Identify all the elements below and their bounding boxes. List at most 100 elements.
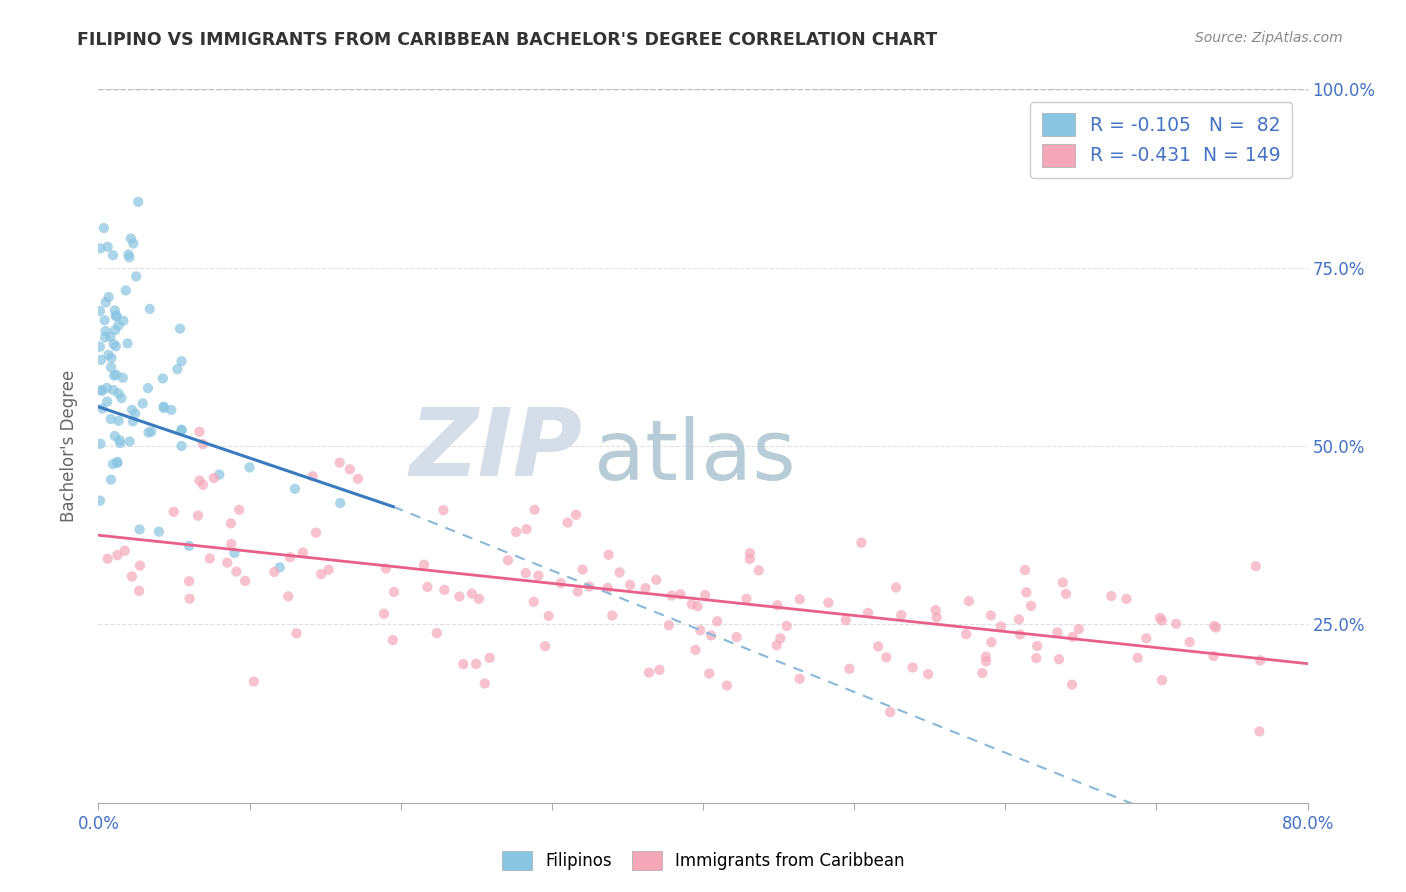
- Point: [1008, 627, 1031, 641]
- Point: [225, 565, 247, 579]
- Point: [163, 505, 186, 519]
- Point: [433, 582, 456, 597]
- Point: [139, 301, 162, 316]
- Point: [160, 403, 183, 417]
- Point: [856, 606, 879, 620]
- Point: [100, 412, 122, 426]
- Point: [571, 563, 593, 577]
- Point: [217, 556, 239, 570]
- Point: [413, 558, 436, 572]
- Point: [138, 425, 160, 440]
- Point: [980, 635, 1002, 649]
- Point: [600, 608, 623, 623]
- Point: [1249, 724, 1271, 739]
- Point: [1249, 653, 1271, 667]
- Point: [118, 434, 141, 449]
- Point: [329, 496, 352, 510]
- Point: [1150, 673, 1173, 688]
- Point: [132, 396, 155, 410]
- Point: [868, 640, 890, 654]
- Point: [103, 368, 125, 383]
- Point: [127, 194, 149, 209]
- Point: [329, 456, 352, 470]
- Point: [347, 472, 370, 486]
- Point: [96, 394, 118, 409]
- Point: [104, 429, 127, 443]
- Point: [90, 384, 112, 398]
- Point: [114, 543, 136, 558]
- Point: [1202, 619, 1225, 633]
- Point: [449, 590, 471, 604]
- Point: [550, 576, 572, 591]
- Point: [681, 597, 703, 611]
- Point: [955, 627, 977, 641]
- Point: [89, 493, 111, 508]
- Point: [301, 469, 323, 483]
- Point: [686, 599, 709, 614]
- Point: [567, 584, 589, 599]
- Point: [89, 340, 111, 354]
- Point: [716, 678, 738, 692]
- Point: [108, 433, 131, 447]
- Point: [901, 660, 924, 674]
- Point: [1025, 651, 1047, 665]
- Point: [114, 284, 136, 298]
- Point: [136, 381, 159, 395]
- Point: [122, 414, 145, 428]
- Point: [179, 539, 201, 553]
- Text: FILIPINO VS IMMIGRANTS FROM CARIBBEAN BACHELOR'S DEGREE CORRELATION CHART: FILIPINO VS IMMIGRANTS FROM CARIBBEAN BA…: [77, 31, 938, 49]
- Point: [104, 309, 127, 323]
- Text: atlas: atlas: [595, 417, 796, 497]
- Point: [121, 403, 143, 417]
- Point: [505, 524, 527, 539]
- Point: [1149, 611, 1171, 625]
- Point: [776, 619, 799, 633]
- Point: [765, 638, 787, 652]
- Point: [179, 574, 201, 589]
- Point: [93, 313, 115, 327]
- Point: [305, 525, 328, 540]
- Point: [700, 628, 723, 642]
- Point: [124, 407, 146, 421]
- Point: [89, 304, 111, 318]
- Point: [748, 563, 770, 577]
- Point: [1060, 678, 1083, 692]
- Point: [239, 460, 262, 475]
- Point: [374, 561, 396, 575]
- Point: [972, 666, 994, 681]
- Point: [170, 439, 193, 453]
- Point: [318, 563, 340, 577]
- Point: [94, 324, 117, 338]
- Point: [141, 425, 163, 439]
- Y-axis label: Bachelor's Degree: Bachelor's Degree: [59, 370, 77, 522]
- Point: [170, 423, 193, 437]
- Point: [738, 546, 761, 560]
- Point: [100, 360, 122, 375]
- Point: [125, 269, 148, 284]
- Point: [118, 251, 141, 265]
- Point: [634, 581, 657, 595]
- Point: [523, 595, 546, 609]
- Point: [170, 354, 193, 368]
- Point: [233, 574, 256, 588]
- Point: [648, 663, 671, 677]
- Point: [381, 633, 404, 648]
- Point: [1008, 612, 1031, 626]
- Point: [875, 650, 897, 665]
- Point: [97, 348, 120, 362]
- Point: [851, 535, 873, 549]
- Point: [619, 578, 641, 592]
- Point: [166, 362, 188, 376]
- Point: [152, 400, 174, 414]
- Point: [1115, 591, 1137, 606]
- Point: [1047, 652, 1070, 666]
- Point: [91, 384, 114, 398]
- Point: [685, 643, 707, 657]
- Point: [188, 474, 211, 488]
- Point: [103, 383, 125, 397]
- Point: [103, 337, 125, 351]
- Point: [1205, 620, 1227, 634]
- Point: [97, 240, 120, 254]
- Point: [121, 569, 143, 583]
- Point: [1019, 599, 1042, 613]
